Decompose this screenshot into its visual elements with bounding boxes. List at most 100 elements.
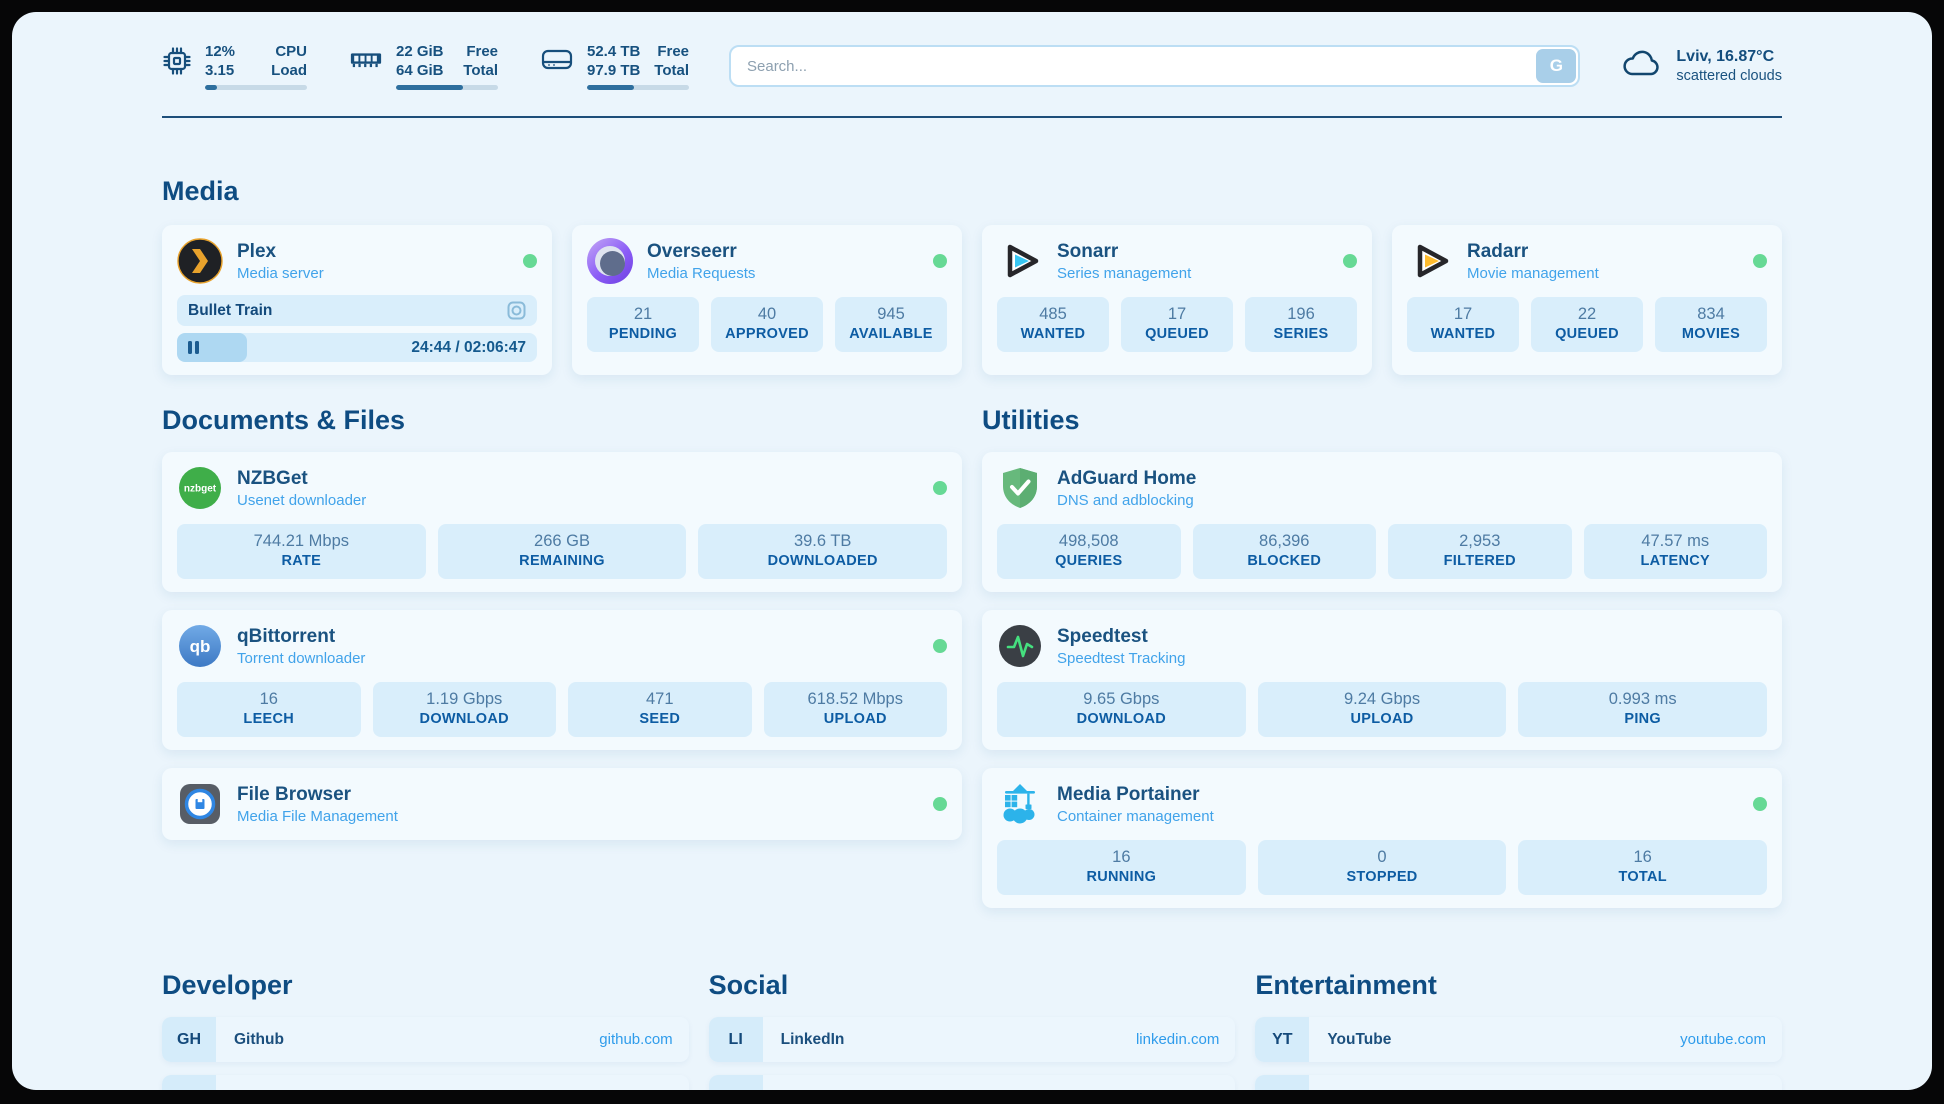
section-title-entertainment: Entertainment	[1255, 970, 1437, 1000]
app-name: Speedtest	[1057, 625, 1148, 647]
bookmark-name: StackOverflow	[234, 1089, 342, 1091]
weather-widget: Lviv, 16.87°C scattered clouds	[1620, 46, 1782, 86]
search-provider-button[interactable]: G	[1536, 49, 1577, 83]
app-name: Plex	[237, 240, 277, 262]
sonarr-card[interactable]: Sonarr Series management 485 WANTED 17 Q…	[982, 225, 1372, 375]
overseerr-icon	[587, 238, 633, 284]
top-bar: 12% CPU 3.15 Load	[162, 12, 1782, 90]
status-dot	[1343, 254, 1357, 268]
section-title-utilities: Utilities	[982, 405, 1080, 435]
cpu-stat: 12% CPU 3.15 Load	[162, 42, 307, 90]
app-name: AdGuard Home	[1057, 467, 1197, 489]
stat-box: 1.19 Gbps DOWNLOAD	[372, 682, 556, 737]
overseerr-card[interactable]: Overseerr Media Requests 21 PENDING 40 A…	[572, 225, 962, 375]
plex-icon	[177, 238, 223, 284]
cpu-load-label: Load	[271, 62, 307, 79]
bookmark-stackoverflow[interactable]: SO StackOverflow stackoverflow.com	[162, 1075, 689, 1090]
section-title-media: Media	[162, 176, 239, 206]
portainer-card[interactable]: Media Portainer Container management 16 …	[982, 768, 1782, 908]
section-title-social: Social	[708, 970, 789, 1000]
ram-total: 64 GiB	[396, 62, 444, 79]
media-grid: Plex Media server Bullet Train	[162, 225, 1782, 375]
speedtest-icon	[997, 623, 1043, 669]
pause-icon[interactable]	[188, 341, 199, 354]
qbittorrent-icon: qb	[177, 623, 223, 669]
radarr-icon	[1407, 238, 1453, 284]
now-playing-bar: Bullet Train	[177, 295, 537, 326]
app-subtitle: Media server	[237, 264, 324, 282]
entertainment-column: Entertainment YT YouTube youtube.com NF …	[1255, 970, 1782, 1090]
stat-box: 40 APPROVED	[711, 297, 823, 352]
bookmark-youtube[interactable]: YT YouTube youtube.com	[1255, 1017, 1782, 1062]
cloud-icon	[1620, 47, 1664, 85]
app-subtitle: Usenet downloader	[237, 491, 367, 509]
disk-total: 97.9 TB	[587, 62, 641, 79]
portainer-icon	[997, 781, 1043, 827]
qbittorrent-card[interactable]: qb qBittorrent Torrent downloader	[162, 610, 962, 750]
app-name: File Browser	[237, 783, 352, 805]
bookmark-abbr: GH	[162, 1017, 216, 1062]
stat-box: 485 WANTED	[997, 297, 1109, 352]
topbar-divider	[162, 116, 1782, 118]
cpu-load: 3.15	[205, 62, 235, 79]
app-name: Overseerr	[647, 240, 737, 262]
stat-box: 945 AVAILABLE	[835, 297, 947, 352]
plex-card[interactable]: Plex Media server Bullet Train	[162, 225, 552, 375]
stat-box: 471 SEED	[568, 682, 752, 737]
playback-time: 24:44 / 02:06:47	[411, 338, 526, 356]
bookmark-url: netflix.com	[1694, 1089, 1766, 1090]
stat-box: 266 GB REMAINING	[437, 524, 687, 579]
status-dot	[933, 254, 947, 268]
stat-box: 22 QUEUED	[1531, 297, 1643, 352]
session-icon[interactable]	[507, 301, 526, 320]
disk-total-label: Total	[654, 62, 689, 79]
stat-box: 196 SERIES	[1245, 297, 1357, 352]
disk-icon	[540, 46, 574, 78]
status-dot	[1753, 797, 1767, 811]
stat-box: 39.6 TB DOWNLOADED	[698, 524, 948, 579]
bookmark-netflix[interactable]: NF Netflix netflix.com	[1255, 1075, 1782, 1090]
system-stats: 12% CPU 3.15 Load	[162, 42, 689, 90]
stat-box: 0 STOPPED	[1257, 840, 1507, 895]
bookmark-twitter[interactable]: TW Twitter twitter.com	[708, 1075, 1236, 1091]
now-playing-title: Bullet Train	[188, 301, 273, 319]
playback-progress-bar: 24:44 / 02:06:47	[177, 333, 537, 362]
stat-box: 86,396 BLOCKED	[1192, 524, 1376, 579]
speedtest-card[interactable]: Speedtest Speedtest Tracking 9.65 Gbps D…	[982, 610, 1782, 750]
bookmark-abbr: TW	[708, 1075, 763, 1090]
nzbget-card[interactable]: nzbget NZBGet Usenet downloader 74	[162, 452, 962, 592]
filebrowser-card[interactable]: File Browser Media File Management	[162, 768, 962, 840]
svg-text:nzbget: nzbget	[184, 484, 217, 495]
bookmark-url: youtube.com	[1680, 1031, 1766, 1048]
ram-stat: 22 GiB Free 64 GiB Total	[349, 42, 498, 90]
app-subtitle: Container management	[1057, 807, 1214, 825]
radarr-card[interactable]: Radarr Movie management 17 WANTED 22 QUE…	[1392, 225, 1782, 375]
bookmark-url: twitter.com	[1148, 1089, 1220, 1090]
bookmark-github[interactable]: GH Github github.com	[162, 1017, 689, 1062]
section-title-documents: Documents & Files	[162, 405, 406, 435]
status-dot	[523, 254, 537, 268]
stat-box: 618.52 Mbps UPLOAD	[763, 682, 947, 737]
search-input[interactable]	[729, 45, 1581, 87]
stat-box: 16 TOTAL	[1518, 840, 1768, 895]
stat-box: 9.65 Gbps DOWNLOAD	[997, 682, 1246, 737]
stat-box: 9.24 Gbps UPLOAD	[1257, 682, 1507, 737]
stat-box: 0.993 ms PING	[1518, 682, 1768, 737]
developer-column: Developer GH Github github.com SO StackO…	[162, 970, 689, 1090]
app-subtitle: Movie management	[1467, 264, 1599, 282]
app-name: Sonarr	[1057, 240, 1119, 262]
adguard-card[interactable]: AdGuard Home DNS and adblocking 498,508 …	[982, 452, 1782, 592]
stat-box: 498,508 QUERIES	[997, 524, 1181, 579]
app-name: NZBGet	[237, 467, 308, 489]
cpu-icon	[162, 46, 192, 81]
bookmark-name: Netflix	[1327, 1089, 1374, 1091]
status-dot	[933, 639, 947, 653]
stat-box: 47.57 ms LATENCY	[1583, 524, 1767, 579]
bookmark-name: Twitter	[781, 1089, 831, 1091]
bookmark-linkedin[interactable]: LI LinkedIn linkedin.com	[708, 1017, 1236, 1062]
stat-box: 744.21 Mbps RATE	[177, 524, 426, 579]
ram-icon	[349, 46, 383, 79]
bookmark-name: LinkedIn	[780, 1030, 845, 1048]
utilities-column: Utilities	[982, 405, 1782, 908]
disk-free: 52.4 TB	[587, 43, 641, 60]
